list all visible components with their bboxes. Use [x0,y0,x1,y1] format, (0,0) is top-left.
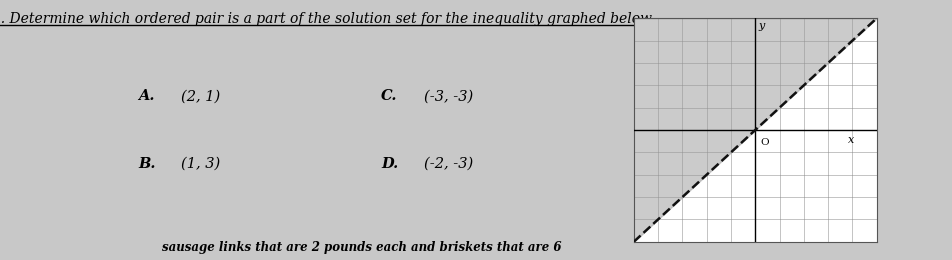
Text: B.: B. [138,157,155,171]
Text: A.: A. [138,89,154,103]
Text: D.: D. [381,157,398,171]
Text: O: O [760,138,768,147]
Text: x: x [846,135,853,145]
Text: y: y [758,21,764,31]
Text: (2, 1): (2, 1) [181,89,220,103]
Text: (-3, -3): (-3, -3) [424,89,473,103]
Text: C.: C. [381,89,397,103]
Text: sausage links that are 2 pounds each and briskets that are 6: sausage links that are 2 pounds each and… [162,240,562,253]
Text: 22. Determine which ordered pair is a part of the solution set for the inequalit: 22. Determine which ordered pair is a pa… [0,12,654,26]
Text: (1, 3): (1, 3) [181,157,220,171]
Text: (-2, -3): (-2, -3) [424,157,473,171]
